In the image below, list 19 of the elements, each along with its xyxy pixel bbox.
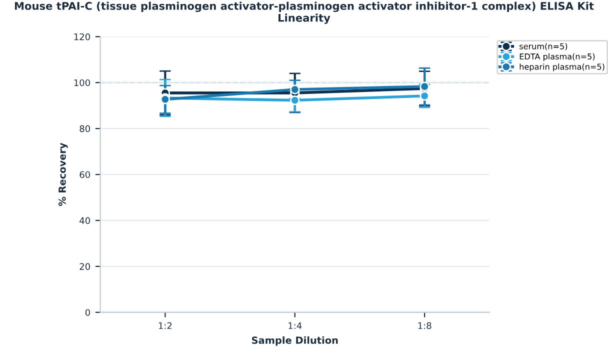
point [420, 91, 430, 101]
x-axis-title: Sample Dilution [252, 336, 338, 346]
x-tick-label: 1:4 [288, 322, 302, 329]
x-tick-label: 1:8 [418, 322, 432, 330]
x-tick-label: 1:2 [158, 322, 172, 329]
y-tick-label: 60 [80, 171, 90, 178]
y-tick-label: 100 [74, 79, 90, 86]
point [290, 95, 300, 106]
legend-label: serum(n=5) [520, 43, 568, 50]
y-tick-label: 120 [74, 33, 90, 40]
chart-title: Mouse tPAI-C (tissue plasminogen activator-plasminogen activator inhibitor-1 complex) ELISA Kit Linearity [14, 2, 594, 24]
y-tick-label: 20 [80, 263, 90, 270]
y-tick-label: 80 [80, 125, 90, 132]
point [290, 84, 300, 94]
y-tick-label: 0 [85, 309, 90, 316]
y-axis-title: % Recovery [58, 142, 68, 206]
legend-label: EDTA plasma(n=5) [520, 53, 595, 62]
y-tick-label: 40 [80, 217, 90, 224]
legend-label: heparin plasma(n=5) [520, 64, 604, 72]
